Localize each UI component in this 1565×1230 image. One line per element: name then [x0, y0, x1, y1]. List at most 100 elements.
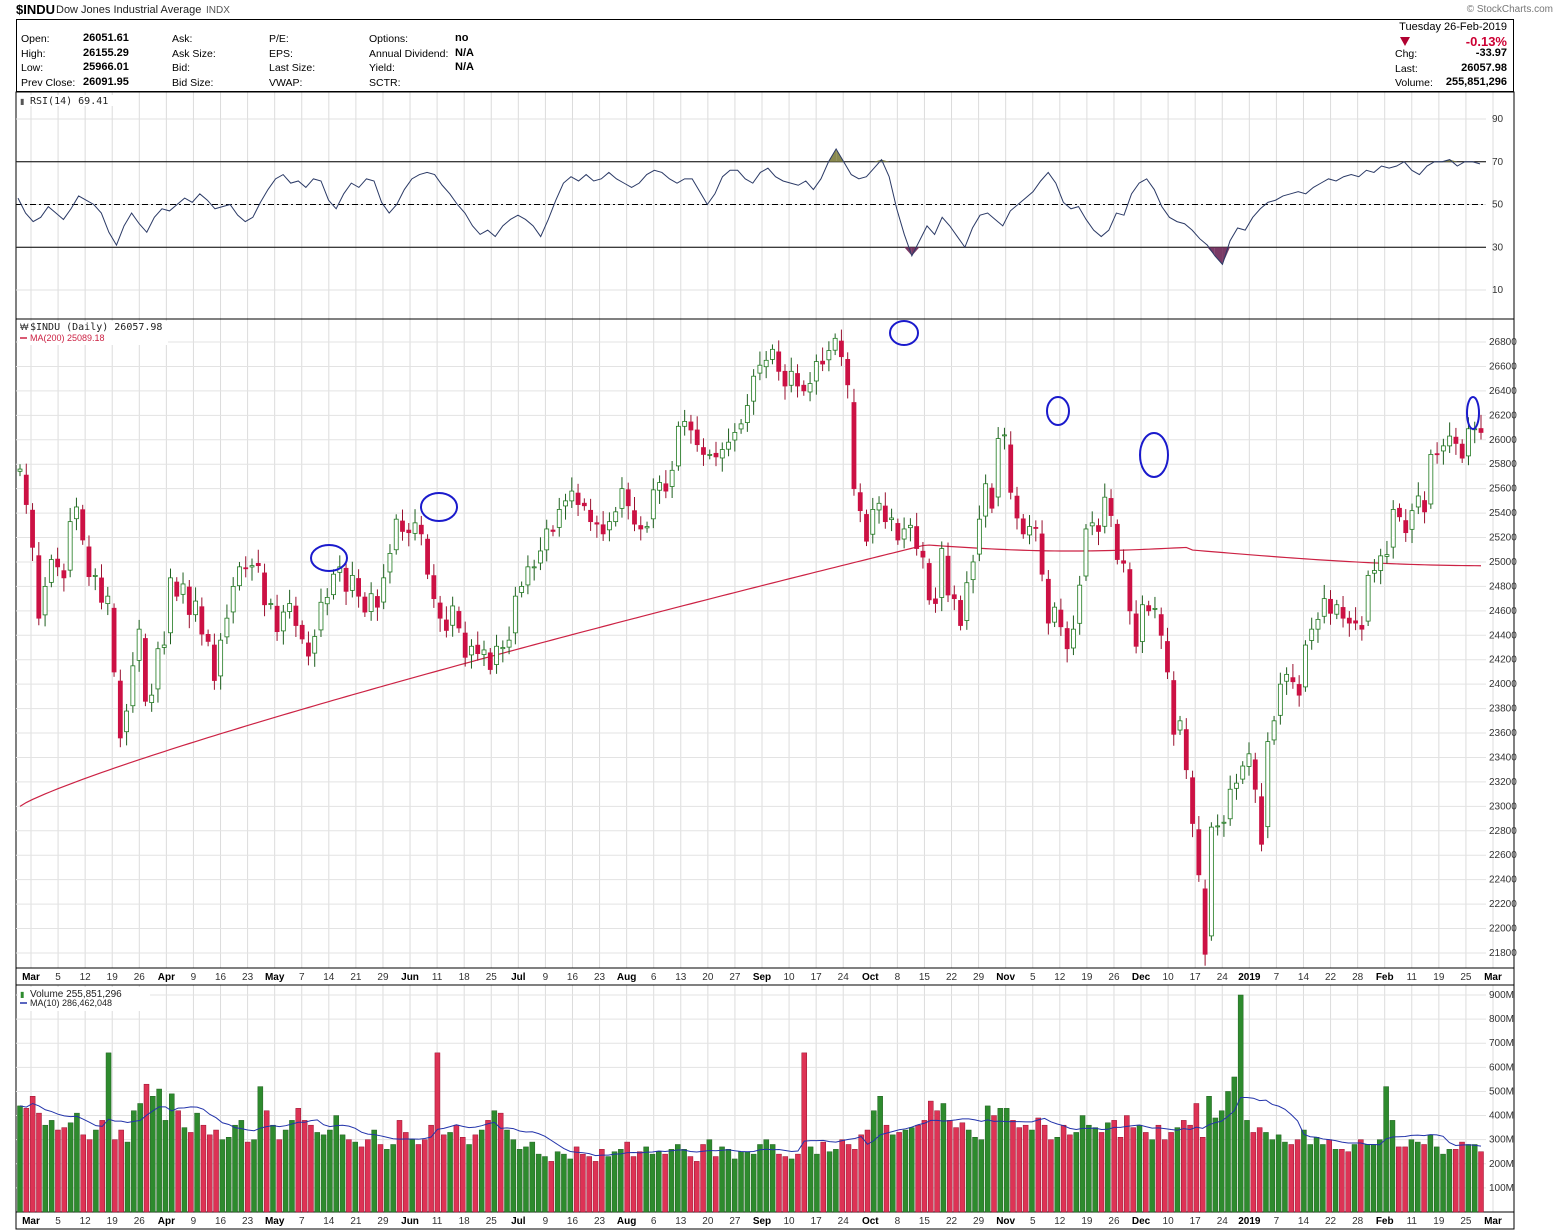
x-axis-label: 28: [1352, 972, 1364, 983]
x-axis-label: 8: [895, 1216, 901, 1227]
candle-body: [425, 538, 430, 575]
candle-body: [995, 438, 1001, 498]
volume-bar: [763, 1139, 770, 1213]
x-axis-label: 17: [1190, 972, 1202, 983]
volume-bar: [890, 1134, 896, 1213]
candle-body: [287, 603, 293, 612]
x-axis-label: 11: [1407, 1216, 1418, 1227]
volume-bar: [554, 1151, 561, 1213]
x-axis-label: 23: [242, 1216, 254, 1227]
mid-label: Ask:: [172, 33, 193, 45]
volume-bar: [535, 1153, 542, 1213]
volume-bar: [308, 1124, 314, 1213]
volume-bar: [782, 1156, 789, 1213]
candle-body: [851, 402, 857, 490]
candle-body: [920, 550, 926, 558]
x-axis-label: 29: [377, 972, 389, 983]
volume-bar: [23, 1108, 30, 1213]
volume-bar: [712, 1156, 719, 1213]
candle-body: [1384, 554, 1390, 557]
price-legend-icon: ₩: [20, 322, 29, 332]
x-axis-label: Jun: [401, 1216, 419, 1227]
volume-bar: [1162, 1139, 1168, 1213]
volume-bar: [1136, 1124, 1143, 1213]
candle-body: [1052, 606, 1058, 623]
x-axis-label: 16: [567, 972, 579, 983]
x-axis-label: 22: [946, 1216, 958, 1227]
candle-body: [1102, 496, 1108, 527]
candle-body: [500, 647, 506, 650]
volume-bar: [744, 1151, 751, 1213]
candle-body: [1271, 720, 1277, 741]
volume-legend: Volume 255,851,296: [30, 989, 122, 1000]
x-axis-label: 24: [838, 1216, 850, 1227]
candle-body: [857, 492, 863, 512]
rsi-oversold-fill: [1214, 247, 1223, 265]
candle-body: [776, 351, 782, 372]
volume-bar: [991, 1115, 997, 1213]
right-label: Last:: [1395, 62, 1418, 75]
volume-bar: [637, 1151, 643, 1213]
volume-bar: [1155, 1124, 1162, 1213]
x-axis-label: 9: [191, 1216, 197, 1227]
candle-body: [412, 522, 418, 534]
candle-body: [694, 429, 700, 446]
candle-body: [161, 644, 167, 648]
volume-bar: [422, 1139, 428, 1213]
volume-bar: [1452, 1149, 1459, 1213]
candle-body: [312, 636, 318, 654]
volume-bar: [580, 1153, 586, 1213]
price-tick-label: 25800: [1489, 459, 1517, 470]
volume-bar: [807, 1146, 814, 1213]
volume-tick-label: 400M: [1489, 1111, 1514, 1122]
volume-bar: [516, 1149, 523, 1213]
volume-bar: [453, 1124, 460, 1213]
volume-bar: [225, 1137, 232, 1213]
volume-bar: [871, 1110, 877, 1213]
candle-body: [1334, 604, 1340, 615]
volume-bar: [137, 1103, 143, 1213]
volume-bar: [371, 1129, 377, 1213]
x-axis-label: 13: [675, 1216, 687, 1227]
volume-bar: [940, 1103, 947, 1213]
candle-body: [632, 510, 637, 525]
volume-bar: [17, 1105, 23, 1213]
x-axis-label: 7: [1274, 972, 1280, 983]
x-axis-label: 12: [80, 972, 92, 983]
mid2-label: Last Size:: [269, 62, 316, 74]
volume-bar: [257, 1086, 264, 1213]
left-value: 25966.01: [83, 61, 129, 73]
candle-body: [42, 586, 48, 616]
mid3-value: N/A: [455, 46, 474, 59]
price-panel-frame: [15, 318, 1515, 969]
candle-body: [926, 563, 932, 601]
mid2-label: VWAP:: [269, 76, 303, 89]
price-tick-label: 25600: [1489, 484, 1517, 495]
x-axis-label: 14: [1298, 972, 1310, 983]
volume-bar: [1105, 1122, 1111, 1213]
x-axis-label: Mar: [22, 972, 40, 983]
x-axis-label: Nov: [996, 972, 1015, 983]
x-axis-label: Sep: [753, 1216, 771, 1227]
volume-bar: [169, 1093, 175, 1213]
volume-bar: [244, 1141, 251, 1213]
x-axis-label: 15: [919, 1216, 931, 1227]
candle-body: [456, 611, 462, 629]
volume-bar: [352, 1141, 358, 1213]
volume-bar: [915, 1124, 921, 1213]
x-axis-label: May: [265, 1216, 285, 1227]
x-axis-label: 25: [486, 1216, 498, 1227]
mid-label: Bid:: [172, 62, 191, 74]
volume-bar: [74, 1112, 80, 1213]
volume-bar: [1041, 1124, 1048, 1213]
volume-bar: [1237, 994, 1244, 1213]
price-tick-label: 22200: [1489, 899, 1517, 910]
volume-bar: [162, 1120, 169, 1213]
candle-body: [1058, 609, 1064, 628]
candle-body: [318, 601, 324, 631]
volume-tick-label: 100M: [1489, 1183, 1514, 1194]
price-tick-label: 26400: [1489, 386, 1517, 397]
quote-panel: Open: 26051.61 High: 26155.29 Low: 25966.01 Pr…: [16, 19, 1514, 92]
candle-body: [839, 340, 844, 358]
candle-body: [1277, 683, 1283, 716]
